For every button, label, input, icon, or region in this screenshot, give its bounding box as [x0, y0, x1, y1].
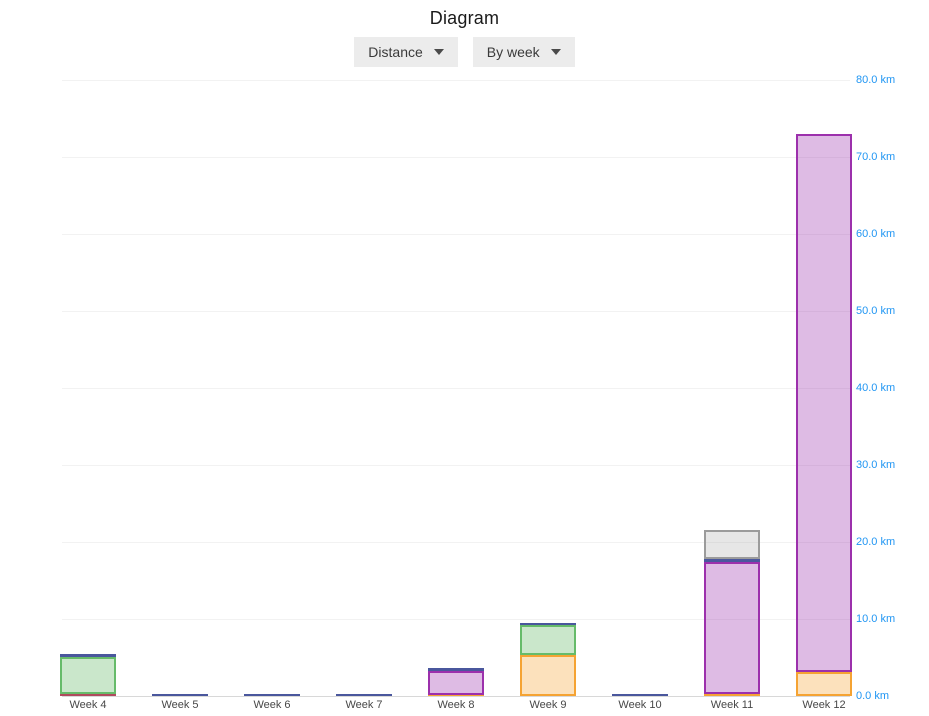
- bar-segment-purple-week-11[interactable]: [704, 562, 760, 695]
- bar-segment-orange-week-12[interactable]: [796, 672, 852, 696]
- x-axis-label: Week 5: [161, 699, 199, 711]
- bar-segment-indigo-week-6[interactable]: [244, 693, 300, 696]
- y-axis-tick-label: 60.0 km: [856, 228, 896, 240]
- x-axis-label: Week 12: [802, 699, 846, 711]
- grouping-dropdown-label: By week: [486, 43, 540, 60]
- bar-segment-purple-week-8[interactable]: [428, 671, 484, 696]
- chevron-down-icon: [550, 48, 561, 55]
- x-axis-label: Week 11: [710, 699, 754, 711]
- y-axis-tick-label: 40.0 km: [856, 382, 896, 394]
- y-axis-tick-label: 70.0 km: [856, 151, 896, 163]
- bar-segment-indigo-week-11[interactable]: [704, 558, 760, 563]
- x-axis-label: Week 10: [618, 699, 662, 711]
- x-axis-label: Week 4: [69, 699, 107, 711]
- bar-segment-indigo-week-5[interactable]: [152, 693, 208, 696]
- gridline: [62, 542, 850, 543]
- gridline: [62, 465, 850, 466]
- bar-segment-indigo-week-9[interactable]: [520, 622, 576, 626]
- y-axis-tick-label: 10.0 km: [856, 613, 896, 625]
- bar-segment-red-week-4[interactable]: [60, 693, 116, 696]
- x-axis-label: Week 6: [253, 699, 291, 711]
- x-axis-labels: Week 4 Week 5 Week 6 Week 7 Week 8 Week 9 Week…: [62, 699, 850, 715]
- x-axis-line: [62, 696, 850, 697]
- bar-segment-gray-week-11[interactable]: [704, 529, 760, 559]
- y-axis-labels: 0.0 km 10.0 km 20.0 km 30.0 km 40.0 km 50.0 k…: [856, 74, 928, 702]
- gridline: [62, 157, 850, 158]
- bar-segment-indigo-week-8[interactable]: [428, 668, 484, 672]
- x-axis-label: Week 9: [529, 699, 567, 711]
- bar-segment-green-week-9[interactable]: [520, 625, 576, 656]
- gridline: [62, 80, 850, 81]
- bar-segment-indigo-week-7[interactable]: [336, 693, 392, 696]
- chart-plot-area: [60, 80, 852, 697]
- bar-segment-indigo-week-10[interactable]: [612, 693, 668, 696]
- y-axis-tick-label: 0.0 km: [856, 690, 890, 702]
- gridline: [62, 388, 850, 389]
- gridline: [62, 234, 850, 235]
- chart-controls: Distance By week: [0, 37, 929, 67]
- metric-dropdown-button[interactable]: Distance: [354, 37, 458, 67]
- page-title: Diagram: [429, 8, 500, 28]
- y-axis-tick-label: 20.0 km: [856, 536, 896, 548]
- y-axis-tick-label: 80.0 km: [856, 74, 896, 86]
- metric-dropdown-label: Distance: [368, 43, 423, 60]
- x-axis-label: Week 8: [437, 699, 475, 711]
- bar-segment-orange-week-9[interactable]: [520, 655, 576, 696]
- y-axis-tick-label: 30.0 km: [856, 459, 896, 471]
- grouping-dropdown-button[interactable]: By week: [472, 37, 575, 67]
- bar-segment-indigo-week-4[interactable]: [60, 653, 116, 657]
- bar-segment-orange-week-11[interactable]: [704, 694, 760, 696]
- gridline: [62, 619, 850, 620]
- gridline: [62, 311, 850, 312]
- x-axis-label: Week 7: [345, 699, 383, 711]
- bar-segment-purple-week-12[interactable]: [796, 133, 852, 673]
- y-axis-tick-label: 50.0 km: [856, 305, 896, 317]
- chevron-down-icon: [433, 48, 444, 55]
- bar-segment-green-week-4[interactable]: [60, 656, 116, 694]
